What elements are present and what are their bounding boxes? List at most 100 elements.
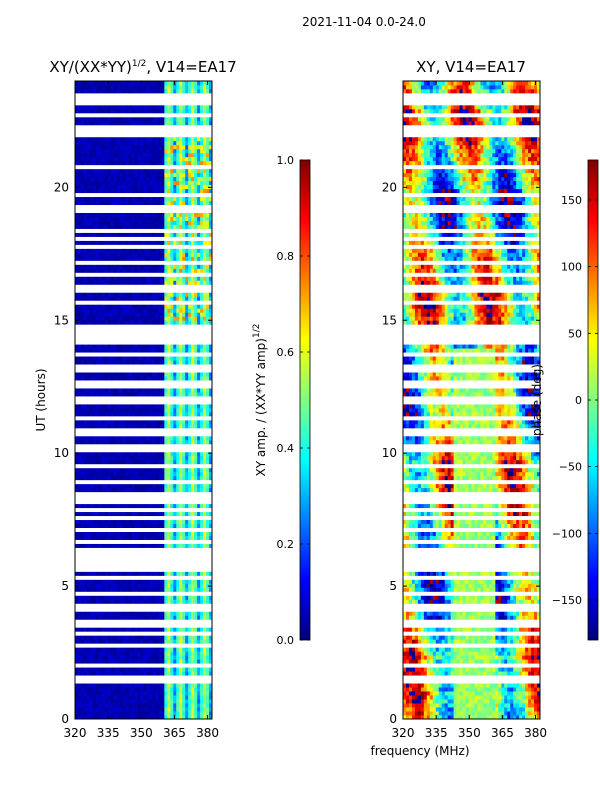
amplitude-cell: [113, 152, 118, 158]
amplitude-cell: [200, 376, 204, 381]
amplitude-cell: [80, 467, 85, 473]
amplitude-cell: [170, 715, 174, 719]
amplitude-gap: [75, 679, 212, 684]
amplitude-cell: [197, 104, 201, 110]
amplitude-cell: [92, 579, 97, 584]
amplitude-cell: [200, 483, 204, 489]
amplitude-cell: [209, 344, 212, 349]
amplitude-cell: [167, 659, 171, 664]
amplitude-cell: [83, 120, 88, 126]
amplitude-cell: [203, 88, 207, 94]
amplitude-cell: [119, 196, 124, 202]
amplitude-cell: [167, 475, 171, 481]
amplitude-cell: [182, 587, 186, 592]
amplitude-cell: [113, 599, 118, 604]
amplitude-cell: [125, 176, 130, 182]
amplitude-cell: [80, 172, 85, 178]
amplitude-cell: [176, 715, 180, 719]
amplitude-cell: [98, 687, 103, 692]
amplitude-cell: [83, 296, 88, 301]
amplitude-cell: [164, 120, 168, 126]
amplitude-cell: [95, 483, 100, 489]
amplitude-cell: [104, 148, 109, 154]
amplitude-cell: [104, 695, 109, 700]
amplitude-cell: [134, 419, 138, 425]
amplitude-cell: [110, 268, 115, 273]
amplitude-cell: [170, 439, 174, 445]
amplitude-cell: [134, 483, 138, 489]
amplitude-cell: [191, 304, 195, 309]
amplitude-cell: [149, 599, 153, 604]
amplitude-cell: [80, 104, 85, 110]
amplitude-cell: [86, 256, 91, 261]
amplitude-cell: [152, 615, 156, 620]
amplitude-cell: [98, 439, 103, 445]
amplitude-cell: [110, 579, 115, 584]
amplitude-cell: [110, 411, 115, 417]
amplitude-cell: [119, 683, 124, 688]
amplitude-cell: [149, 403, 153, 409]
amplitude-cell: [149, 439, 153, 445]
amplitude-cell: [176, 439, 180, 445]
amplitude-cell: [173, 531, 177, 536]
amplitude-cell: [137, 144, 141, 150]
amplitude-cell: [113, 176, 118, 182]
amplitude-cell: [119, 252, 124, 257]
amplitude-cell: [77, 312, 82, 317]
amplitude-cell: [134, 280, 138, 285]
amplitude-cell: [185, 152, 189, 158]
amplitude-cell: [167, 120, 171, 126]
amplitude-cell: [104, 511, 109, 517]
amplitude-cell: [185, 104, 189, 110]
amplitude-cell: [104, 104, 109, 110]
amplitude-cell: [182, 140, 186, 146]
amplitude-cell: [75, 511, 79, 517]
amplitude-cell: [92, 655, 97, 660]
amplitude-cell: [161, 627, 165, 632]
amplitude-cell: [143, 392, 147, 397]
amplitude-cell: [146, 543, 150, 548]
amplitude-cell: [119, 140, 124, 146]
amplitude-cell: [170, 348, 174, 353]
amplitude-cell: [203, 403, 207, 409]
amplitude-cell: [170, 256, 174, 261]
amplitude-cell: [128, 256, 132, 261]
amplitude-cell: [194, 372, 198, 377]
amplitude-cell: [134, 571, 138, 576]
amplitude-cell: [185, 360, 189, 365]
amplitude-cell: [134, 715, 138, 719]
amplitude-cell: [83, 655, 88, 660]
amplitude-cell: [191, 388, 195, 393]
amplitude-cell: [191, 487, 195, 493]
amplitude-cell: [110, 264, 115, 269]
amplitude-cell: [200, 615, 204, 620]
amplitude-cell: [146, 116, 150, 122]
amplitude-cell: [167, 104, 171, 110]
amplitude-cell: [167, 376, 171, 381]
amplitude-cell: [167, 148, 171, 154]
amplitude-cell: [173, 392, 177, 397]
amplitude-cell: [200, 312, 204, 317]
amplitude-cell: [185, 176, 189, 182]
amplitude-cell: [158, 88, 162, 94]
amplitude-cell: [158, 419, 162, 425]
amplitude-cell: [206, 224, 210, 229]
amplitude-cell: [131, 655, 135, 660]
amplitude-cell: [92, 611, 97, 616]
amplitude-cell: [173, 579, 177, 584]
amplitude-cell: [113, 707, 118, 712]
amplitude-cell: [113, 595, 118, 600]
amplitude-cell: [206, 639, 210, 644]
amplitude-cell: [185, 212, 189, 217]
amplitude-cell: [209, 196, 212, 202]
amplitude-cell: [203, 188, 207, 194]
amplitude-cell: [146, 595, 150, 600]
amplitude-cell: [206, 160, 210, 166]
amplitude-cell: [77, 348, 82, 353]
amplitude-cell: [197, 659, 201, 664]
amplitude-cell: [164, 168, 168, 174]
amplitude-cell: [143, 160, 147, 166]
amplitude-cell: [152, 240, 156, 245]
amplitude-cell: [92, 348, 97, 353]
amplitude-cell: [200, 316, 204, 321]
